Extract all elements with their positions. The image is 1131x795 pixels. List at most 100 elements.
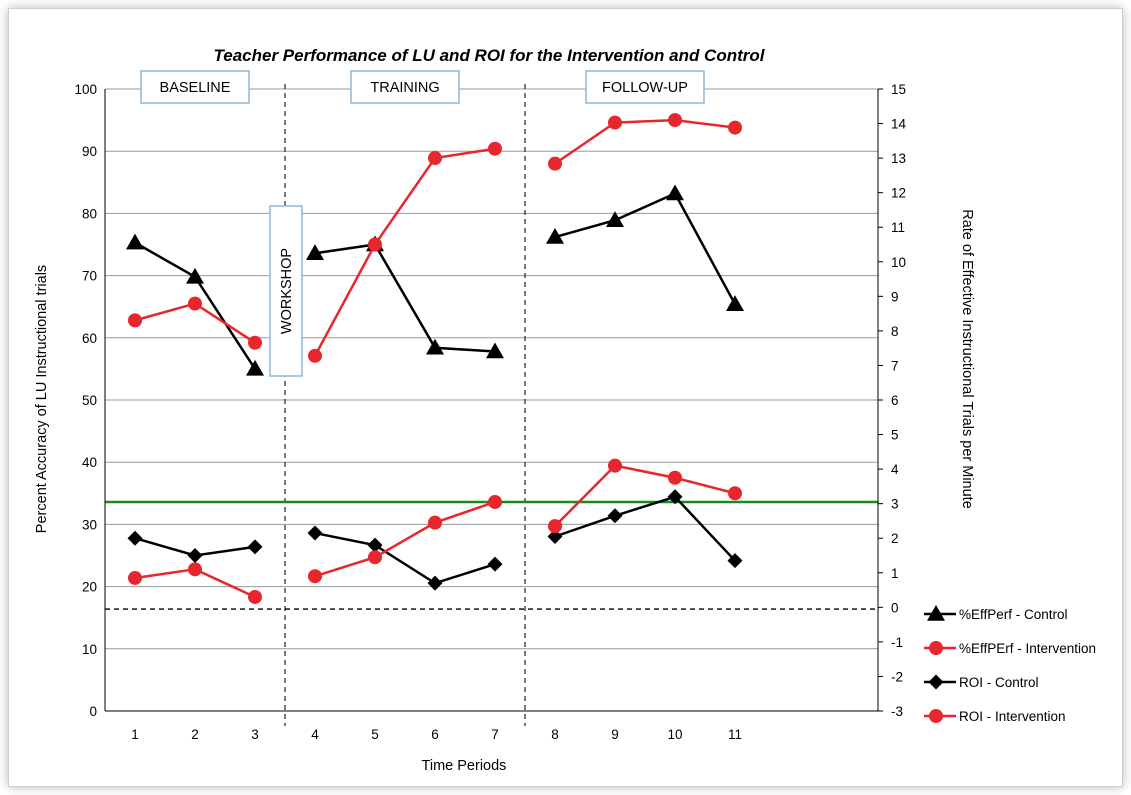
legend-entry: %EffPErf - Intervention [924,641,1096,656]
data-point [606,211,624,227]
data-point [128,570,142,585]
y-tick-label: 20 [82,580,97,595]
phase-label: TRAINING [370,80,439,96]
y-tick-label: 80 [82,206,97,221]
legend-label: ROI - Intervention [959,709,1066,724]
phase-label: BASELINE [160,80,231,96]
y-tick-label: 30 [82,517,97,532]
data-point [726,295,744,311]
y2-tick-label: -3 [891,704,903,719]
y2-tick-label: 4 [891,462,899,477]
y2-tick-label: 15 [891,82,906,97]
phase-box [269,205,303,377]
y2-tick-label: 14 [891,117,907,132]
x-tick-label: 5 [371,727,379,742]
phase-box [585,70,705,104]
y2-tick-label: 2 [891,531,899,546]
line-chart: 0102030405060708090100-3-2-1012345678910… [34,46,1096,774]
y-axis-label: Percent Accuracy of LU Instructional tri… [34,265,50,533]
series-line [314,500,496,578]
data-point [247,539,263,555]
series-group [128,113,742,363]
data-point [727,553,743,569]
legend-label: %EffPerf - Control [959,607,1068,622]
series-line [313,147,496,357]
chart-title: Teacher Performance of LU and ROI for th… [214,46,766,65]
data-point [248,335,262,350]
series-group [128,458,742,604]
phase-box [350,70,460,104]
x-tick-label: 2 [191,727,199,742]
x-tick-label: 7 [491,727,499,742]
data-point [127,530,143,546]
data-point [367,537,383,553]
series [126,113,744,604]
y2-tick-label: 6 [891,393,899,408]
y2-tick-label: 11 [891,220,905,235]
y-tick-label: 0 [89,704,97,719]
reference-lines [105,84,878,726]
x-axis-label: Time Periods [422,758,507,774]
y2-axis-label: Rate of Effective Instructional Trials p… [959,209,975,509]
series-line [554,464,736,528]
x-tick-label: 8 [551,727,559,742]
data-point [548,519,562,534]
series-group [127,489,743,591]
data-point [488,141,502,156]
data-point [248,589,262,604]
legend-entry: ROI - Intervention [924,709,1066,724]
data-point [487,556,503,572]
chart-frame: 0 10 20 30 40 50 60 70 80 90 100 -3 -2 -1 0 1 2 3 4 5 6 7 8 9 10… [8,8,1123,787]
data-point [548,156,562,171]
y2-tick-label: 3 [891,497,899,512]
data-point [608,115,622,130]
x-tick-label: 3 [251,727,259,742]
data-point [929,641,943,655]
data-point [547,528,563,544]
data-point [308,348,322,363]
y2-tick-label: -1 [891,635,903,650]
data-point [368,550,382,565]
data-point [488,494,502,509]
legend-label: ROI - Control [959,675,1039,690]
x-tick-label: 6 [431,727,439,742]
data-point [188,296,202,311]
data-point [546,228,564,244]
data-point [667,489,683,505]
x-tick-label: 1 [131,727,139,742]
data-point [427,575,443,591]
legend-entry: %EffPerf - Control [924,605,1068,622]
data-point [308,569,322,584]
phase-label: FOLLOW-UP [602,80,688,96]
y-tick-label: 70 [82,269,97,284]
x-tick-label: 10 [667,727,682,742]
data-point [126,233,144,250]
legend: %EffPerf - Control %EffPErf - Interventio… [924,605,1096,724]
legend-label: %EffPErf - Intervention [959,641,1096,656]
series-line [314,243,496,353]
x-tick-label: 11 [728,727,742,742]
data-point [306,244,324,260]
y-tick-label: 10 [82,642,97,657]
y2-tick-label: 13 [891,151,906,166]
y2-tick-label: 9 [891,289,899,304]
y2-tick-label: 5 [891,428,899,443]
y2-tick-label: 7 [891,358,899,373]
y2-tick-label: -2 [891,669,903,684]
legend-entry: ROI - Control [924,674,1039,690]
data-point [607,508,623,524]
series-line [554,495,736,562]
data-point [428,515,442,530]
y-tick-label: 100 [74,82,97,97]
y-tick-label: 60 [82,331,97,346]
data-point [128,313,142,328]
data-point [368,237,382,252]
data-point [188,562,202,577]
data-point [428,151,442,166]
series-line [554,191,737,305]
x-tick-label: 9 [611,727,619,742]
data-point [187,548,203,563]
y2-tick-label: 1 [891,566,899,581]
data-point [928,674,944,690]
data-point [426,338,444,355]
